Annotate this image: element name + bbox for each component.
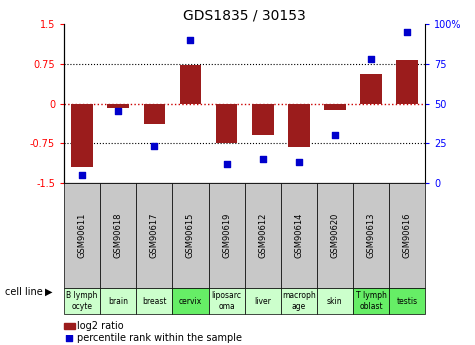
Text: B lymph
ocyte: B lymph ocyte	[66, 291, 98, 311]
Bar	[353, 288, 389, 314]
Text: GSM90611: GSM90611	[78, 213, 86, 258]
Bar	[389, 183, 425, 288]
Bar	[245, 183, 281, 288]
Bar	[324, 104, 346, 110]
Text: testis: testis	[397, 296, 418, 306]
Bar	[317, 183, 353, 288]
Bar	[71, 104, 93, 167]
Bar	[180, 66, 201, 104]
Text: cervix: cervix	[179, 296, 202, 306]
Point	[403, 29, 411, 35]
Text: ▶: ▶	[45, 287, 53, 296]
Bar	[64, 183, 100, 288]
Point	[78, 172, 86, 178]
Text: GSM90620: GSM90620	[331, 213, 339, 258]
Text: log2 ratio: log2 ratio	[77, 321, 124, 331]
Text: GSM90617: GSM90617	[150, 213, 159, 258]
Bar	[136, 183, 172, 288]
Bar	[143, 104, 165, 124]
Bar	[64, 288, 100, 314]
Text: percentile rank within the sample: percentile rank within the sample	[77, 333, 242, 343]
Bar	[100, 288, 136, 314]
Text: T lymph
oblast: T lymph oblast	[355, 291, 387, 311]
Bar	[360, 75, 382, 104]
Point	[367, 56, 375, 62]
Text: GSM90616: GSM90616	[403, 213, 411, 258]
Text: liver: liver	[254, 296, 271, 306]
Text: GSM90614: GSM90614	[294, 213, 303, 258]
Text: GSM90615: GSM90615	[186, 213, 195, 258]
Text: GSM90618: GSM90618	[114, 213, 123, 258]
Text: liposarc
oma: liposarc oma	[211, 291, 242, 311]
Point	[113, 307, 121, 313]
Point	[114, 109, 122, 114]
Title: GDS1835 / 30153: GDS1835 / 30153	[183, 9, 306, 23]
Text: GSM90612: GSM90612	[258, 213, 267, 258]
Bar	[136, 288, 172, 314]
Bar	[281, 183, 317, 288]
Bar	[209, 183, 245, 288]
Bar	[389, 288, 425, 314]
Text: breast: breast	[142, 296, 167, 306]
Text: cell line: cell line	[5, 287, 42, 296]
Point	[223, 161, 230, 167]
Point	[295, 159, 303, 165]
Bar	[216, 104, 238, 143]
Text: GSM90619: GSM90619	[222, 213, 231, 258]
Bar	[281, 288, 317, 314]
Bar	[107, 104, 129, 108]
Bar	[172, 183, 209, 288]
Text: macroph
age: macroph age	[282, 291, 316, 311]
Bar	[209, 288, 245, 314]
Bar	[396, 60, 418, 104]
Text: skin: skin	[327, 296, 342, 306]
Point	[331, 132, 339, 138]
Text: brain: brain	[108, 296, 128, 306]
Bar	[100, 183, 136, 288]
Bar	[317, 288, 353, 314]
Bar	[288, 104, 310, 147]
Bar	[252, 104, 274, 135]
Bar	[172, 288, 209, 314]
Point	[151, 144, 158, 149]
Bar	[245, 288, 281, 314]
Bar	[353, 183, 389, 288]
Point	[187, 37, 194, 43]
Text: GSM90613: GSM90613	[367, 213, 375, 258]
Point	[259, 156, 266, 162]
